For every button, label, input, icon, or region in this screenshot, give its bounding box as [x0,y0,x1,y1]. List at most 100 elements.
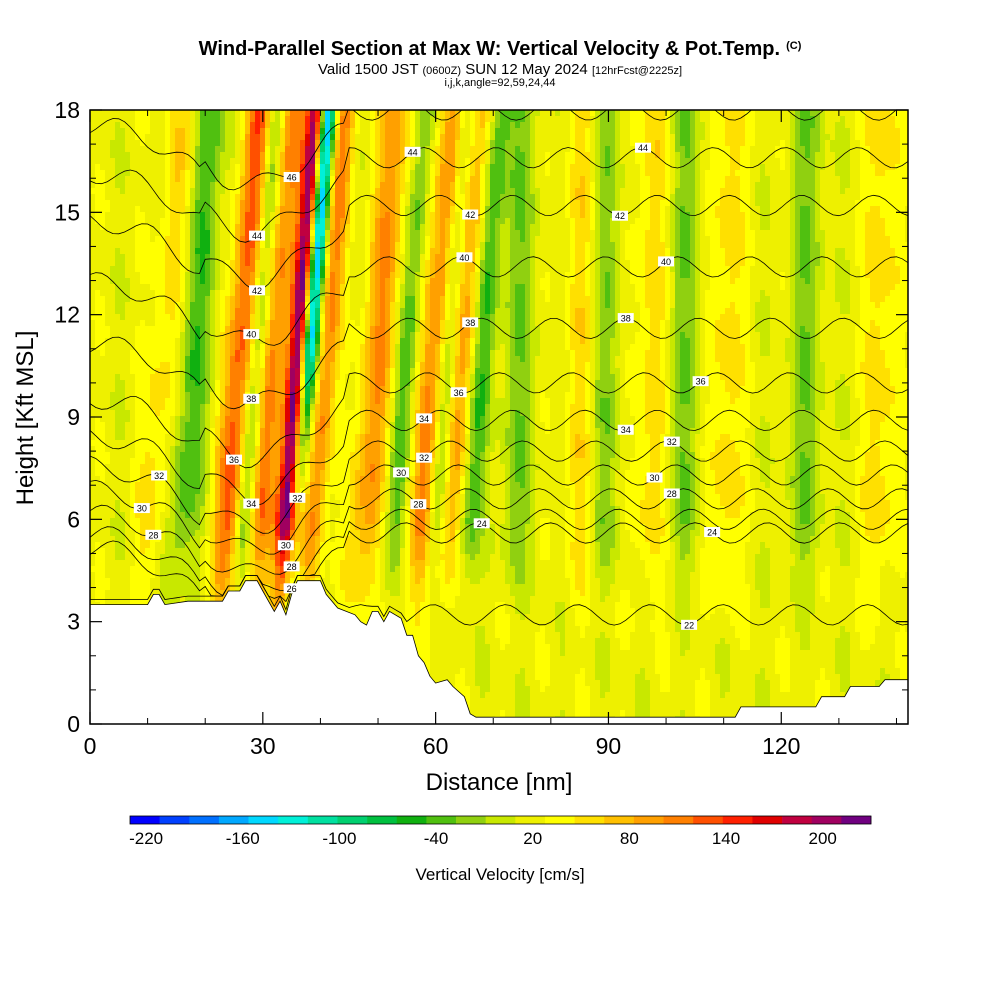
y-tick-label: 6 [67,506,80,532]
isentrope-line [90,440,908,534]
colorbar-title: Vertical Velocity [cm/s] [415,865,584,884]
potential-temperature-contours [90,110,908,626]
colorbar-label: 200 [808,829,836,848]
x-axis-title: Distance [nm] [426,769,573,796]
contour-label-bg [243,498,260,509]
contour-label: 34 [621,425,631,435]
contour-label: 34 [246,499,256,509]
colorbar-swatch [604,816,635,824]
isentrope-line [90,194,908,291]
x-tick-label: 90 [596,733,622,759]
isentrope-line [90,372,908,469]
colorbar-swatch [159,816,190,824]
colorbar-swatch [633,816,664,824]
contour-label: 44 [408,147,418,157]
contour-label-bg [635,142,652,153]
contour-label: 24 [707,528,717,538]
colorbar: -220 -160 -100 -40 20 80 140 200 [129,815,872,848]
colorbar-label: 80 [620,829,639,848]
contour-label: 32 [419,453,429,463]
contour-label-bg [133,503,150,514]
forecast-info: [12hrFcst@2225z] [591,65,682,77]
contour-label-bg [226,454,243,465]
colorbar-swatch [544,816,575,824]
contour-label-bg [681,619,698,630]
colorbar-frame [129,815,872,825]
colorbar-swatch [248,816,279,824]
isentrope-line [90,464,908,555]
isentrope-line [90,317,908,410]
contour-label-bg [462,209,479,220]
contour-label-bg [289,492,306,503]
contour-label-bg [646,472,663,483]
x-tick-label: 60 [423,733,449,759]
colorbar-swatch [811,816,842,824]
contour-label-bg [416,413,433,424]
y-tick-label: 15 [54,199,80,225]
colorbar-swatch [782,816,813,824]
contour-labels: 22 24 24 26 28 28 28 28 30 30 30 30 32 32 32 32 34 34 34 36… [133,142,721,630]
contour-label: 34 [419,414,429,424]
colorbar-swatch [426,816,457,824]
contour-label-bg [393,467,410,478]
contour-label: 44 [638,143,648,153]
valid-time: Valid 1500 JST [317,61,419,78]
contour-label-bg [692,376,709,387]
contour-label-bg [249,230,266,241]
isentrope-line [90,110,897,191]
contour-label-bg [704,527,721,538]
contour-label: 46 [287,173,297,183]
colorbar-swatch [367,816,398,824]
contour-label: 42 [465,210,475,220]
contour-label-bg [617,424,634,435]
copyright-mark: (C) [786,40,802,52]
isentrope-line [90,147,908,243]
colorbar-swatch [218,816,249,824]
contour-label-bg [283,583,300,594]
y-tick-label: 18 [54,97,80,123]
contour-label-bg [151,470,168,481]
contour-label: 36 [454,388,464,398]
contour-label-bg [663,436,680,447]
contour-label-bg [243,393,260,404]
contour-label-bg [473,518,490,529]
contour-label-bg [617,313,634,324]
colorbar-swatch [752,816,783,824]
contour-label-bg [243,329,260,340]
colorbar-label: -160 [226,829,260,848]
contour-label: 40 [246,330,256,340]
contour-label-bg [283,561,300,572]
contour-label-bg [658,256,675,267]
contour-label-bg [462,317,479,328]
y-tick-label: 9 [67,404,80,430]
colorbar-swatch [189,816,220,824]
colorbar-label: -220 [129,829,163,848]
y-tick-label: 3 [67,609,80,635]
y-tick-label: 12 [54,302,80,328]
contour-label: 42 [615,211,625,221]
contour-label-bg [249,285,266,296]
contour-label: 24 [477,519,487,529]
colorbar-swatch [722,816,753,824]
valid-date: SUN 12 May 2024 [465,61,588,78]
chart-subtitle: Valid 1500 JST (0600Z) SUN 12 May 2024 [… [0,61,1000,78]
y-tick-label: 0 [67,711,80,737]
contour-label: 30 [281,541,291,551]
contour-label: 28 [667,489,677,499]
contour-label: 28 [287,562,297,572]
contour-label: 32 [667,437,677,447]
contour-label: 30 [650,473,660,483]
terrain-mask [89,580,909,725]
contour-label: 36 [229,455,239,465]
section-indices: i,j,k,angle=92,59,24,44 [444,77,556,89]
contour-label: 30 [137,504,147,514]
colorbar-swatch [663,816,694,824]
contour-label-bg [145,529,162,540]
contour-label-bg [450,387,467,398]
contour-label-bg [663,488,680,499]
contour-label: 30 [396,468,406,478]
isentrope-line [90,409,908,506]
contour-label: 38 [621,314,631,324]
